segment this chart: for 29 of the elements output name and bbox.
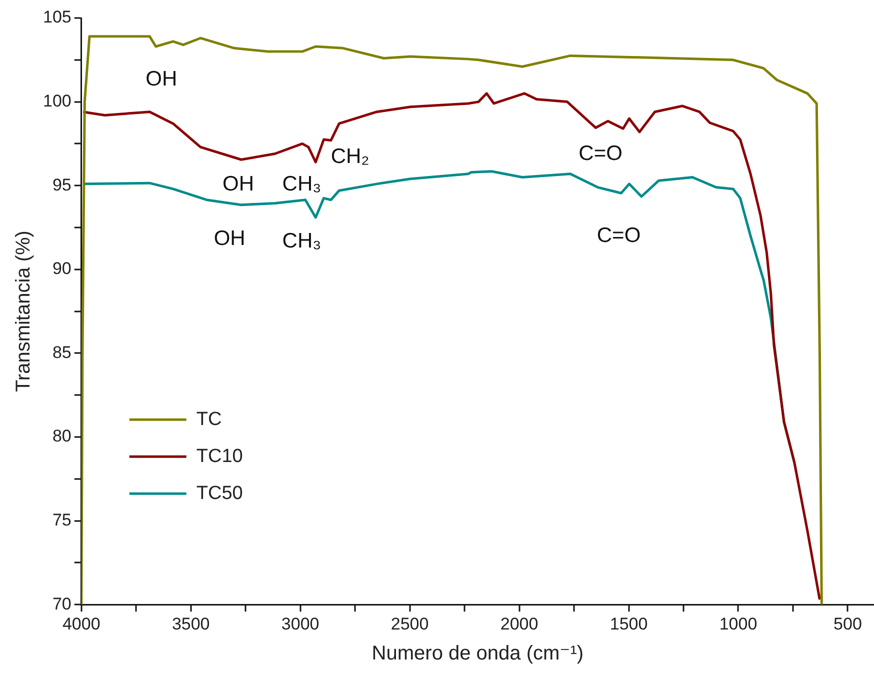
y-tick-label: 100 (42, 91, 72, 110)
annotation: CH₃ (282, 172, 322, 196)
legend-label: TC10 (196, 446, 243, 467)
x-tick-label: 1000 (719, 614, 758, 634)
y-axis-title: Transmitancia (%) (12, 230, 35, 392)
y-tick-label: 70 (52, 594, 72, 614)
y-tick-label: 80 (52, 426, 72, 446)
x-axis-title: Numero de onda (cm⁻¹) (372, 642, 584, 665)
x-tick-label: 3500 (172, 614, 210, 634)
annotation: C=O (596, 224, 641, 248)
x-tick-label: 500 (834, 614, 862, 634)
x-tick-label: 1500 (610, 614, 648, 634)
x-tick-label: 4000 (62, 614, 100, 634)
y-tick-label: 90 (52, 259, 72, 278)
y-tick-label: 95 (52, 175, 72, 194)
legend-label: TC (196, 408, 222, 430)
x-tick-label: 3000 (281, 614, 320, 634)
annotation: OH (146, 67, 178, 90)
x-tick-label: 2500 (390, 614, 429, 634)
annotation: OH (222, 172, 254, 196)
annotation: C=O (578, 142, 622, 165)
annotation: OH (214, 226, 246, 250)
legend-label: TC50 (196, 482, 243, 504)
y-tick-label: 75 (52, 510, 72, 530)
x-tick-label: 2000 (500, 614, 538, 634)
y-tick-label: 85 (52, 342, 72, 362)
y-tick-label: 105 (42, 8, 72, 27)
annotation: CH₂ (330, 144, 370, 168)
annotation: CH₃ (282, 229, 322, 252)
